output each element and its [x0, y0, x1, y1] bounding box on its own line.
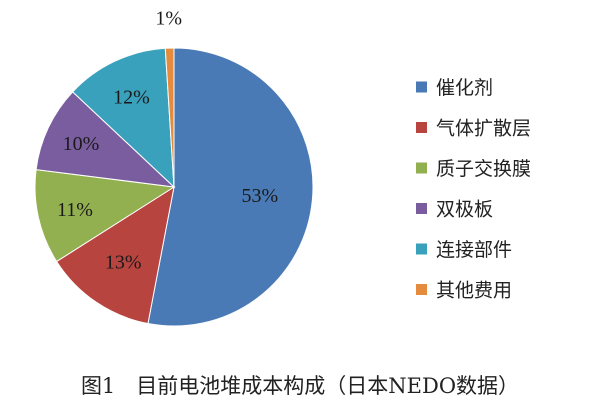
legend-label: 其他费用: [436, 280, 512, 302]
pie-chart: 53% 13% 11% 10% 12% 1% 催化剂气体扩散层质子交换膜双极板连接部件其他…: [34, 8, 531, 327]
figure-caption: 图1 目前电池堆成本构成（日本NEDO数据）: [80, 374, 520, 398]
pie-slices: [34, 47, 314, 327]
slice-value-label: 1%: [155, 8, 182, 30]
slice-value-label: 53%: [241, 185, 278, 207]
legend-label: 质子交换膜: [436, 158, 531, 180]
pie-slice-4: [35, 91, 176, 188]
legend-label: 连接部件: [436, 239, 512, 261]
slice-value-labels: 53% 13% 11% 10% 12% 1%: [57, 8, 278, 274]
legend-label: 催化剂: [436, 77, 493, 99]
legend-swatch: [416, 203, 427, 214]
pie-slice-3: [34, 169, 176, 263]
pie-slice-2: [55, 185, 175, 325]
slice-value-label: 10%: [63, 133, 100, 155]
slice-value-label: 11%: [57, 199, 93, 221]
legend-swatch: [416, 122, 427, 133]
pie-slice-5: [71, 47, 175, 189]
legend-swatch: [416, 81, 427, 93]
legend-swatch: [416, 162, 427, 174]
legend-swatch: [416, 284, 427, 295]
slice-value-label: 12%: [113, 86, 150, 108]
legend-swatch: [416, 243, 427, 255]
pie-slice-1: [147, 47, 314, 327]
pie-slice-6: [164, 47, 175, 188]
legend-label: 气体扩散层: [436, 118, 531, 140]
legend-label: 双极板: [436, 199, 493, 221]
slice-value-label: 13%: [105, 252, 142, 274]
